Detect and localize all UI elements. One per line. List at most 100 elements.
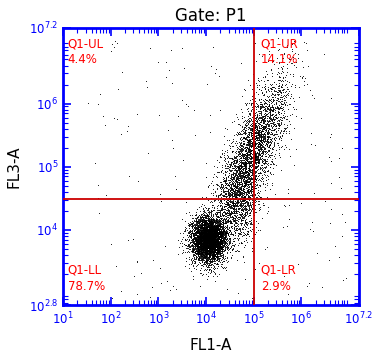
- Point: [196, 216, 203, 221]
- Point: [276, 102, 282, 108]
- Point: [243, 122, 249, 128]
- Point: [249, 132, 255, 138]
- Point: [178, 238, 184, 244]
- Point: [251, 157, 257, 163]
- Point: [195, 248, 201, 254]
- Point: [207, 231, 213, 237]
- Point: [281, 114, 287, 120]
- Point: [213, 236, 219, 242]
- Point: [254, 190, 260, 196]
- Point: [215, 194, 221, 200]
- Point: [208, 240, 214, 246]
- Point: [202, 227, 208, 233]
- Point: [184, 245, 190, 251]
- Point: [235, 199, 241, 204]
- Point: [232, 182, 238, 188]
- Point: [215, 244, 221, 250]
- Point: [279, 133, 285, 139]
- Point: [206, 267, 212, 273]
- Point: [233, 225, 239, 231]
- Point: [195, 218, 201, 224]
- Point: [203, 226, 209, 231]
- Point: [204, 228, 210, 234]
- Point: [223, 229, 229, 234]
- Point: [226, 235, 233, 241]
- Point: [211, 240, 217, 246]
- Point: [209, 253, 215, 259]
- Point: [211, 249, 217, 255]
- Point: [219, 246, 225, 251]
- Point: [206, 227, 212, 233]
- Point: [279, 77, 285, 82]
- Point: [200, 257, 206, 262]
- Point: [212, 235, 218, 241]
- Point: [192, 236, 198, 242]
- Point: [239, 180, 245, 186]
- Point: [212, 253, 218, 259]
- Point: [194, 239, 200, 245]
- Point: [269, 85, 275, 90]
- Point: [203, 242, 209, 248]
- Point: [214, 239, 220, 245]
- Point: [252, 112, 258, 118]
- Point: [203, 213, 209, 219]
- Point: [246, 144, 252, 150]
- Point: [199, 238, 205, 244]
- Point: [201, 230, 207, 235]
- Point: [209, 239, 215, 245]
- Point: [200, 228, 206, 234]
- Point: [200, 225, 206, 231]
- Point: [243, 212, 249, 218]
- Point: [218, 230, 224, 235]
- Point: [195, 236, 201, 242]
- Point: [191, 225, 197, 231]
- Point: [133, 258, 139, 264]
- Point: [222, 178, 228, 184]
- Point: [285, 106, 291, 112]
- Point: [268, 171, 274, 177]
- Point: [226, 166, 232, 172]
- Point: [195, 247, 201, 253]
- Point: [246, 183, 252, 189]
- Point: [208, 250, 214, 256]
- Point: [241, 114, 247, 120]
- Point: [209, 254, 215, 260]
- Point: [211, 226, 217, 232]
- Point: [236, 122, 242, 127]
- Point: [235, 179, 241, 185]
- Point: [188, 234, 194, 240]
- Point: [215, 227, 222, 233]
- Point: [231, 189, 237, 194]
- Point: [256, 152, 262, 158]
- Point: [205, 243, 211, 248]
- Point: [237, 173, 243, 179]
- Point: [262, 114, 268, 120]
- Point: [218, 248, 224, 254]
- Point: [211, 241, 217, 247]
- Point: [241, 145, 247, 151]
- Point: [203, 228, 209, 233]
- Point: [249, 158, 255, 164]
- Point: [206, 231, 212, 237]
- Point: [238, 202, 244, 208]
- Point: [242, 231, 249, 237]
- Point: [214, 233, 220, 239]
- Point: [168, 47, 174, 53]
- Point: [211, 240, 217, 246]
- Point: [251, 154, 257, 160]
- Point: [252, 141, 258, 147]
- Point: [207, 222, 214, 228]
- Point: [246, 160, 252, 166]
- Point: [196, 229, 203, 235]
- Point: [206, 232, 212, 238]
- Point: [236, 170, 242, 176]
- Point: [206, 245, 212, 251]
- Point: [244, 156, 250, 161]
- Point: [199, 229, 205, 235]
- Point: [97, 211, 103, 216]
- Point: [208, 243, 214, 248]
- Point: [212, 244, 218, 249]
- Point: [242, 193, 249, 199]
- Point: [203, 231, 209, 237]
- Point: [209, 245, 215, 251]
